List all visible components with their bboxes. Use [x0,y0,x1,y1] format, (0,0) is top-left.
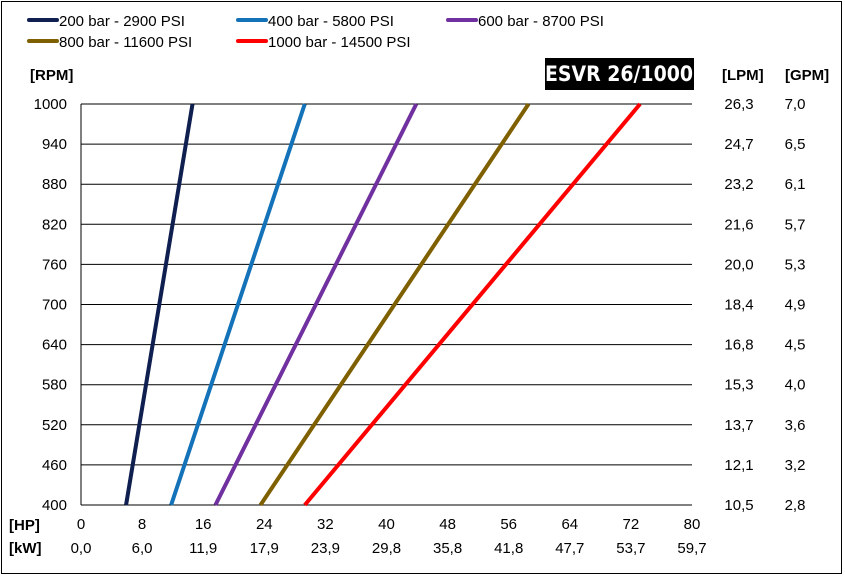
x-tick-label-kw: 23,9 [311,540,340,557]
x-tick-label-kw: 59,7 [677,540,706,557]
y-tick-label-lpm: 24,7 [724,136,753,153]
y-tick-label-gpm: 4,9 [785,297,806,314]
tick-labels: 400460520580640700760820880940100010,512… [34,96,806,557]
y-tick-label-lpm: 18,4 [724,297,753,314]
legend-label: 400 bar - 5800 PSI [268,13,394,30]
y-tick-label-gpm: 4,0 [785,377,806,394]
y-axis-label-gpm: [GPM] [785,67,829,84]
y-tick-label-lpm: 13,7 [724,417,753,434]
y-tick-label-lpm: 20,0 [724,256,753,273]
x-tick-label-kw: 41,8 [494,540,523,557]
y-tick-label-rpm: 760 [42,256,67,273]
y-tick-label-lpm: 12,1 [724,457,753,474]
gridlines [80,103,692,506]
x-tick-label-kw: 17,9 [250,540,279,557]
y-tick-label-rpm: 640 [42,337,67,354]
x-tick-label-hp: 24 [256,516,273,533]
y-tick-label-gpm: 2,8 [785,497,806,514]
series-line-4 [258,102,531,507]
y-tick-label-lpm: 15,3 [724,377,753,394]
x-tick-label-hp: 64 [561,516,578,533]
series-line-3 [213,103,419,506]
series-line-1 [124,103,195,506]
y-tick-label-gpm: 5,7 [785,216,806,233]
y-tick-label-gpm: 4,5 [785,337,806,354]
x-tick-label-hp: 72 [623,516,640,533]
y-tick-label-gpm: 3,2 [785,457,806,474]
y-tick-label-rpm: 1000 [34,96,67,113]
y-tick-label-gpm: 6,5 [785,136,806,153]
x-tick-label-kw: 47,7 [555,540,584,557]
legend-label: 200 bar - 2900 PSI [59,13,185,30]
series-line-2 [169,103,307,506]
x-tick-label-hp: 56 [500,516,517,533]
x-axis-label-kw: [kW] [9,540,42,557]
x-tick-label-kw: 35,8 [433,540,462,557]
y-axis-label-rpm: [RPM] [30,67,73,84]
y-tick-label-rpm: 580 [42,377,67,394]
legend-label: 1000 bar - 14500 PSI [268,34,411,51]
x-tick-label-hp: 8 [138,516,146,533]
legend-label: 600 bar - 8700 PSI [478,13,604,30]
x-tick-label-kw: 11,9 [189,540,217,557]
x-tick-label-kw: 6,0 [132,540,153,557]
x-tick-label-hp: 40 [378,516,395,533]
y-tick-label-gpm: 6,1 [785,176,806,193]
legend: 200 bar - 2900 PSI 400 bar - 5800 PSI 600 … [27,13,604,51]
y-tick-label-rpm: 400 [42,497,67,514]
y-tick-label-rpm: 520 [42,417,67,434]
x-tick-label-kw: 0,0 [71,540,92,557]
y-axis-label-lpm: [LPM] [722,67,764,84]
y-tick-label-gpm: 7,0 [785,96,806,113]
x-tick-label-kw: 53,7 [616,540,645,557]
x-axis-label-hp: [HP] [9,517,40,534]
x-tick-label-kw: 29,8 [372,540,401,557]
y-tick-label-gpm: 5,3 [785,256,806,273]
y-tick-label-rpm: 820 [42,216,67,233]
y-tick-label-lpm: 23,2 [724,176,753,193]
y-tick-label-lpm: 26,3 [724,96,753,113]
y-tick-label-lpm: 10,5 [724,497,753,514]
chart-title: ESVR 26/1000 [545,62,693,86]
chart-title-badge: ESVR 26/1000 [545,58,694,90]
y-tick-label-rpm: 880 [42,176,67,193]
y-tick-label-rpm: 700 [42,297,67,314]
x-tick-label-hp: 16 [195,516,212,533]
y-tick-label-lpm: 21,6 [724,216,753,233]
y-tick-label-rpm: 460 [42,457,67,474]
y-tick-label-lpm: 16,8 [724,337,753,354]
y-tick-label-gpm: 3,6 [785,417,806,434]
series-line-5 [303,102,642,507]
series-lines [124,102,642,507]
x-tick-label-hp: 48 [439,516,456,533]
x-tick-label-hp: 32 [317,516,334,533]
x-tick-label-hp: 80 [684,516,701,533]
y-tick-label-rpm: 940 [42,136,67,153]
legend-label: 800 bar - 11600 PSI [59,34,192,51]
x-tick-label-hp: 0 [77,516,85,533]
